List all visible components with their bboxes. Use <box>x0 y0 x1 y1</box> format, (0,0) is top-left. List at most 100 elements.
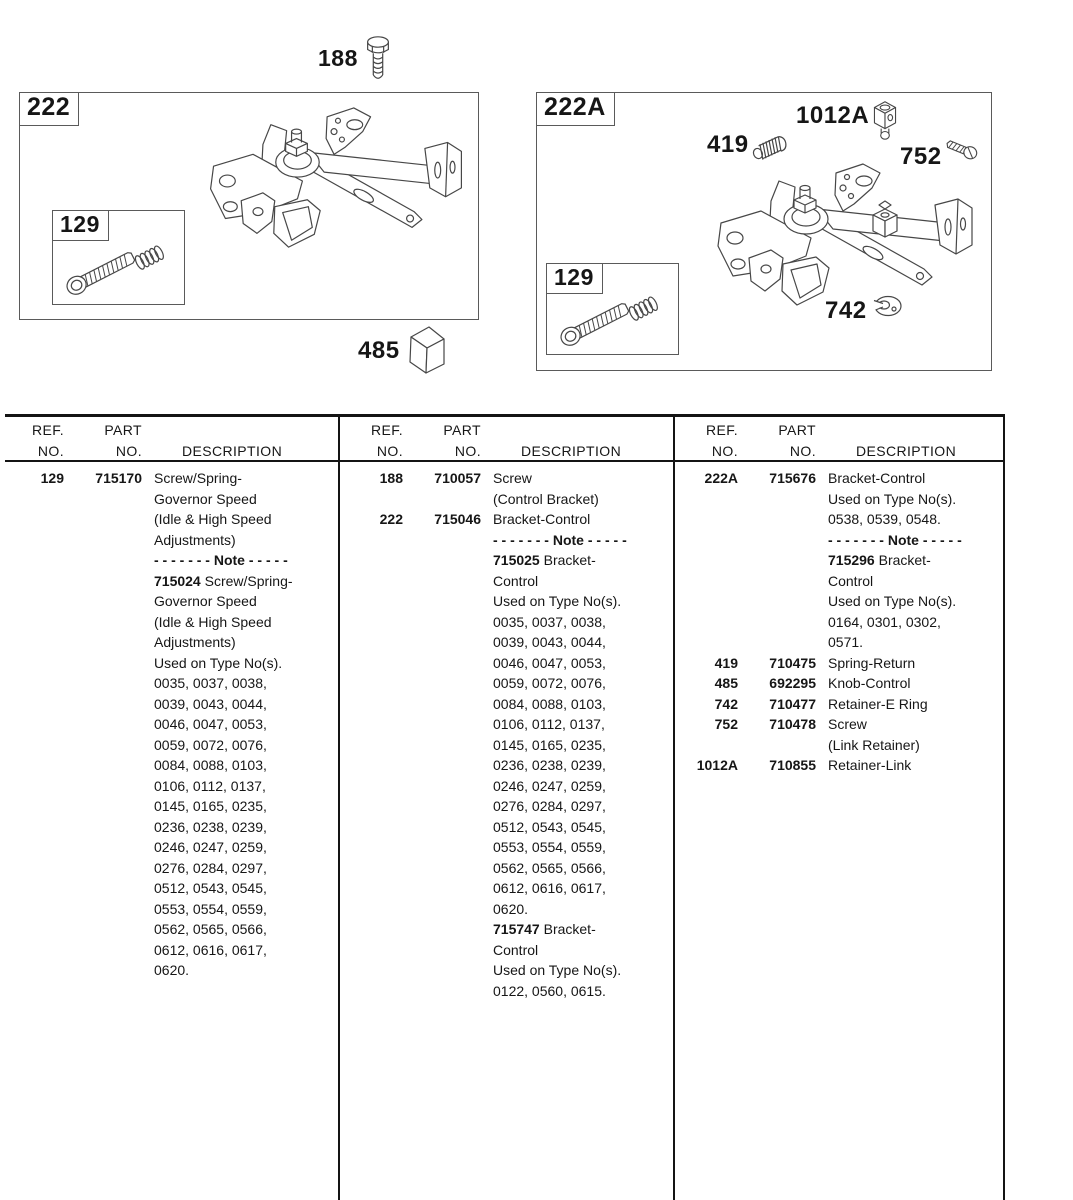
description-line: - - - - - - - Note - - - - - <box>154 552 288 568</box>
table-row: 419 710475 Spring-Return <box>674 653 1003 674</box>
ref-no-cell: 485 <box>714 675 738 691</box>
description-line: 0246, 0247, 0259, <box>154 839 267 855</box>
description-line: 0046, 0047, 0053, <box>154 716 267 732</box>
part-header: PART <box>104 422 142 438</box>
description-line: - - - - - - - Note - - - - - <box>493 531 627 548</box>
description-line: 0039, 0043, 0044, <box>493 634 606 650</box>
description-line: 715747 Bracket- <box>493 921 596 937</box>
description-line: Control <box>493 572 539 589</box>
description-line: 0571. <box>828 634 864 650</box>
part-label-742: 742 <box>825 297 867 324</box>
part-label-188: 188 <box>318 45 358 71</box>
description-line: 0035, 0037, 0038, <box>493 613 606 630</box>
description-cell: Bracket-Control <box>493 511 591 527</box>
ref-no-cell: 752 <box>714 716 738 732</box>
description-line: (Idle & High Speed <box>154 613 272 630</box>
part-no-cell: 692295 <box>769 675 816 691</box>
description-line: 0039, 0043, 0044, <box>154 695 267 712</box>
diagram-box-222a-title: 222A <box>536 92 615 126</box>
description-line: Used on Type No(s). <box>828 490 957 507</box>
description-line: Used on Type No(s). <box>493 593 622 609</box>
description-line: 0553, 0554, 0559, <box>154 900 267 917</box>
description-line: Adjustments) <box>154 634 236 650</box>
description-line: 715296 Bracket- <box>828 552 931 568</box>
ref-header: REF. <box>32 422 64 438</box>
description-line: 0620. <box>154 962 190 978</box>
part-no-cell: 710477 <box>769 695 816 712</box>
table-row: 222A 715676 Bracket-Control <box>674 468 1003 489</box>
table-row: 752 710478 Screw <box>674 714 1003 735</box>
description-line: 0145, 0165, 0235, <box>154 798 267 814</box>
parts-column-1: 129 715170 Screw/Spring- Governor Speed (Idl… <box>0 468 338 981</box>
description-line: - - - - - - - Note - - - - - <box>828 531 962 548</box>
part-no-cell: 710855 <box>769 757 816 773</box>
parts-column-3: 222A 715676 Bracket-Control Used on Type No… <box>674 468 1003 776</box>
description-line: 0236, 0238, 0239, <box>154 818 267 835</box>
ref-no-cell: 1012A <box>696 757 738 773</box>
description-line: 0538, 0539, 0548. <box>828 511 941 527</box>
description-line: (Link Retainer) <box>828 736 920 753</box>
ref-header: REF. <box>706 422 738 438</box>
control-bracket-diagram <box>196 101 476 259</box>
diagram-box-222-title: 222 <box>19 92 80 126</box>
inset-box-129a-title: 129 <box>546 263 603 295</box>
description-line: Used on Type No(s). <box>154 654 283 671</box>
table-row: 188 710057 Screw <box>339 468 673 489</box>
ref-no-cell: 129 <box>40 470 64 486</box>
part-label-419: 419 <box>707 131 749 158</box>
description-cell: Knob-Control <box>828 675 911 691</box>
column-divider <box>338 414 340 1200</box>
hex-bolt-icon <box>362 33 394 83</box>
part-header: NO. <box>454 442 481 459</box>
description-line: Control <box>493 941 539 958</box>
description-line: 0059, 0072, 0076, <box>154 736 267 753</box>
description-line: 0145, 0165, 0235, <box>493 736 606 753</box>
inset-box-129a: 129 <box>546 263 679 355</box>
description-line: 0612, 0616, 0617, <box>493 880 606 896</box>
ref-header: NO. <box>376 442 403 459</box>
control-knob-icon <box>402 324 448 374</box>
part-header: NO. <box>789 442 816 459</box>
description-line: Governor Speed <box>154 593 257 609</box>
part-label-485: 485 <box>358 337 400 364</box>
description-line: 0164, 0301, 0302, <box>828 613 941 630</box>
ref-header: NO. <box>711 442 738 459</box>
description-cell: Retainer-Link <box>828 757 912 773</box>
description-line: 0106, 0112, 0137, <box>154 777 266 794</box>
description-line: Used on Type No(s). <box>493 962 622 978</box>
description-line: 0512, 0543, 0545, <box>154 880 267 896</box>
part-header: PART <box>778 422 816 438</box>
table-header-underline <box>5 460 1005 462</box>
description-line: 0246, 0247, 0259, <box>493 777 606 794</box>
description-line: (Control Bracket) <box>493 490 599 507</box>
table-row: 129 715170 Screw/Spring- <box>0 468 338 489</box>
description-line: Control <box>828 572 874 589</box>
ref-no-cell: 222 <box>379 511 403 527</box>
screw-spring-icon <box>61 231 173 301</box>
description-line: 0236, 0238, 0239, <box>493 757 606 773</box>
inset-box-129: 129 <box>52 210 185 305</box>
description-line: 0620. <box>493 900 529 917</box>
description-header: DESCRIPTION <box>856 442 957 459</box>
diagram-box-222: 222 129 <box>19 92 479 320</box>
ref-no-cell: 188 <box>379 470 403 486</box>
description-line: Governor Speed <box>154 490 257 507</box>
ref-header: NO. <box>37 442 64 459</box>
description-line: 0084, 0088, 0103, <box>154 757 267 773</box>
part-no-cell: 710478 <box>769 716 816 732</box>
description-line: 0553, 0554, 0559, <box>493 839 606 855</box>
part-label-752: 752 <box>900 143 942 170</box>
parts-column-2: 188 710057 Screw (Control Bracket) 222 715046… <box>339 468 673 1001</box>
description-cell: Screw <box>493 470 532 486</box>
description-line: 0512, 0543, 0545, <box>493 818 606 835</box>
column-header: REF. PART NO. NO. DESCRIPTION <box>0 420 338 461</box>
link-retainer-knob-icon <box>868 97 902 143</box>
part-header: NO. <box>115 442 142 459</box>
control-bracket-diagram-222a <box>704 157 986 317</box>
description-line: 715025 Bracket- <box>493 552 596 568</box>
ref-no-cell: 419 <box>714 654 738 671</box>
table-right-border <box>1003 414 1005 1200</box>
description-line: 0276, 0284, 0297, <box>493 798 606 814</box>
description-line: 0562, 0565, 0566, <box>493 859 606 876</box>
part-no-cell: 710057 <box>434 470 481 486</box>
